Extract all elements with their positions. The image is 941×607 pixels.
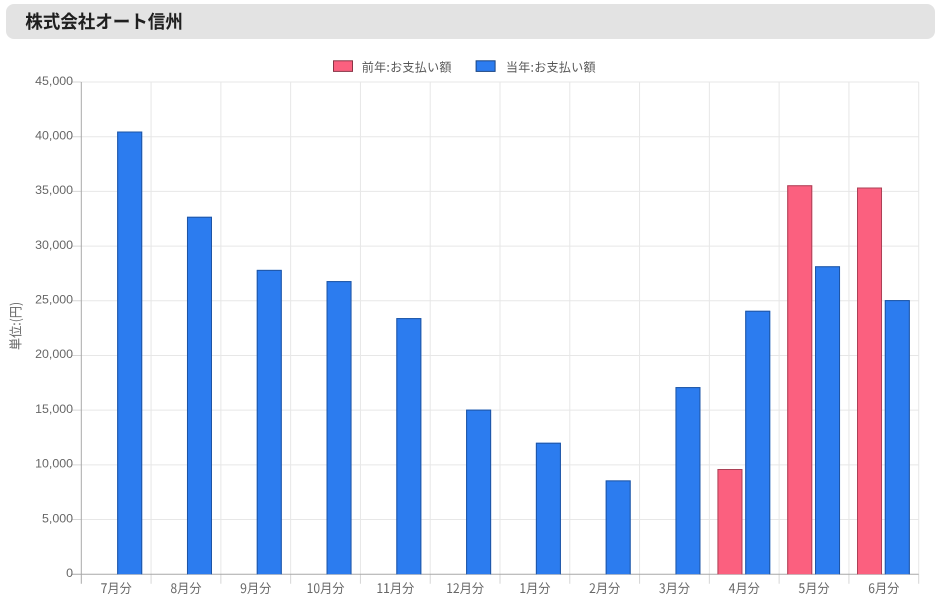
svg-text:35,000: 35,000 [35, 183, 73, 197]
svg-text:40,000: 40,000 [35, 128, 73, 142]
svg-text:20,000: 20,000 [35, 347, 73, 361]
svg-text:30,000: 30,000 [35, 238, 73, 252]
svg-text:45,000: 45,000 [35, 74, 73, 88]
svg-text:15,000: 15,000 [35, 402, 73, 416]
svg-text:0: 0 [66, 566, 73, 580]
svg-text:25,000: 25,000 [35, 293, 73, 307]
svg-text:5,000: 5,000 [42, 511, 73, 525]
svg-text:10,000: 10,000 [35, 457, 73, 471]
